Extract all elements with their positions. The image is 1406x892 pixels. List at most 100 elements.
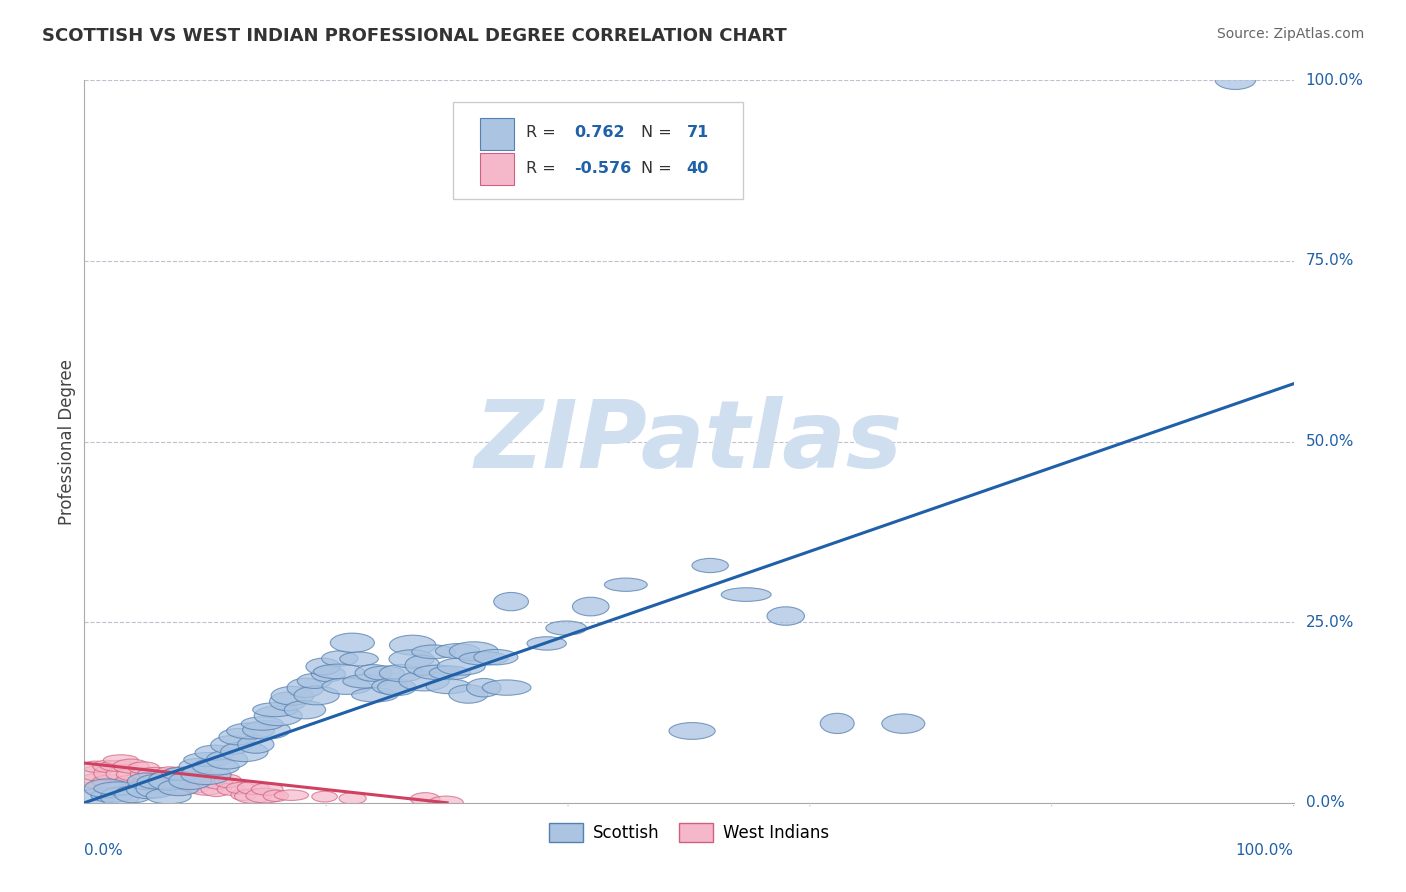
Ellipse shape — [252, 783, 283, 796]
Ellipse shape — [156, 781, 187, 795]
Ellipse shape — [214, 774, 242, 788]
Ellipse shape — [253, 703, 298, 716]
Text: 0.0%: 0.0% — [84, 843, 124, 857]
Ellipse shape — [389, 635, 436, 655]
Ellipse shape — [114, 786, 152, 803]
Ellipse shape — [162, 767, 202, 780]
Ellipse shape — [202, 773, 232, 789]
Ellipse shape — [284, 700, 326, 719]
Ellipse shape — [163, 767, 195, 781]
Ellipse shape — [93, 760, 120, 772]
Ellipse shape — [73, 789, 114, 807]
Ellipse shape — [100, 787, 139, 806]
Ellipse shape — [201, 780, 232, 797]
Ellipse shape — [138, 767, 174, 780]
Ellipse shape — [94, 766, 118, 780]
Ellipse shape — [378, 679, 416, 696]
Ellipse shape — [768, 607, 804, 625]
Ellipse shape — [294, 686, 339, 705]
Ellipse shape — [181, 764, 231, 785]
Ellipse shape — [187, 780, 225, 796]
Ellipse shape — [371, 679, 408, 694]
Ellipse shape — [165, 774, 202, 789]
Ellipse shape — [437, 658, 485, 675]
Ellipse shape — [115, 775, 150, 786]
Ellipse shape — [474, 649, 517, 665]
Ellipse shape — [195, 772, 219, 788]
Ellipse shape — [134, 776, 160, 787]
Ellipse shape — [411, 793, 440, 805]
Text: 50.0%: 50.0% — [1306, 434, 1354, 449]
Ellipse shape — [389, 650, 434, 668]
Ellipse shape — [117, 768, 152, 781]
Ellipse shape — [270, 692, 307, 711]
Ellipse shape — [80, 766, 110, 780]
Ellipse shape — [312, 791, 337, 802]
Ellipse shape — [221, 742, 269, 762]
Ellipse shape — [527, 637, 567, 650]
Ellipse shape — [243, 721, 290, 739]
Ellipse shape — [572, 598, 609, 615]
Ellipse shape — [263, 790, 288, 802]
Ellipse shape — [211, 736, 253, 755]
Ellipse shape — [184, 753, 232, 766]
Text: ZIPatlas: ZIPatlas — [475, 395, 903, 488]
Ellipse shape — [176, 776, 209, 787]
Ellipse shape — [482, 680, 531, 695]
Text: R =: R = — [526, 161, 561, 176]
Ellipse shape — [356, 665, 392, 681]
Ellipse shape — [287, 678, 323, 698]
Ellipse shape — [195, 745, 235, 760]
Text: N =: N = — [641, 125, 676, 140]
Ellipse shape — [460, 652, 508, 665]
Text: 0.762: 0.762 — [574, 125, 624, 140]
Ellipse shape — [238, 736, 274, 753]
Ellipse shape — [127, 780, 169, 798]
Ellipse shape — [399, 671, 450, 691]
Ellipse shape — [128, 773, 165, 789]
Ellipse shape — [181, 781, 209, 793]
Ellipse shape — [330, 633, 374, 652]
Ellipse shape — [167, 782, 197, 795]
Ellipse shape — [131, 768, 160, 780]
Ellipse shape — [105, 767, 139, 781]
Ellipse shape — [546, 621, 586, 635]
Ellipse shape — [449, 685, 488, 703]
Ellipse shape — [339, 793, 366, 804]
Ellipse shape — [429, 666, 471, 680]
Ellipse shape — [274, 790, 308, 800]
FancyBboxPatch shape — [453, 102, 744, 200]
Ellipse shape — [231, 789, 256, 800]
Text: 40: 40 — [686, 161, 709, 176]
Text: 100.0%: 100.0% — [1306, 73, 1364, 87]
Ellipse shape — [311, 666, 346, 681]
Ellipse shape — [207, 750, 247, 769]
Ellipse shape — [136, 774, 180, 789]
Ellipse shape — [217, 783, 245, 796]
Ellipse shape — [436, 644, 479, 658]
Text: SCOTTISH VS WEST INDIAN PROFESSIONAL DEGREE CORRELATION CHART: SCOTTISH VS WEST INDIAN PROFESSIONAL DEG… — [42, 27, 787, 45]
Ellipse shape — [100, 761, 138, 772]
Ellipse shape — [307, 658, 340, 675]
Ellipse shape — [692, 558, 728, 573]
Ellipse shape — [246, 789, 284, 803]
Ellipse shape — [494, 592, 529, 611]
Ellipse shape — [94, 782, 143, 795]
Ellipse shape — [142, 773, 173, 789]
Ellipse shape — [169, 772, 211, 789]
Ellipse shape — [669, 723, 716, 739]
FancyBboxPatch shape — [479, 153, 513, 185]
Ellipse shape — [91, 775, 129, 789]
Ellipse shape — [820, 714, 855, 733]
Ellipse shape — [112, 759, 149, 773]
Ellipse shape — [104, 755, 138, 765]
Ellipse shape — [297, 673, 332, 689]
Text: 100.0%: 100.0% — [1236, 843, 1294, 857]
Ellipse shape — [405, 656, 440, 675]
Ellipse shape — [1215, 70, 1256, 89]
Text: 75.0%: 75.0% — [1306, 253, 1354, 268]
Ellipse shape — [242, 717, 283, 731]
Ellipse shape — [413, 665, 461, 680]
Ellipse shape — [322, 678, 371, 694]
Ellipse shape — [143, 780, 170, 794]
